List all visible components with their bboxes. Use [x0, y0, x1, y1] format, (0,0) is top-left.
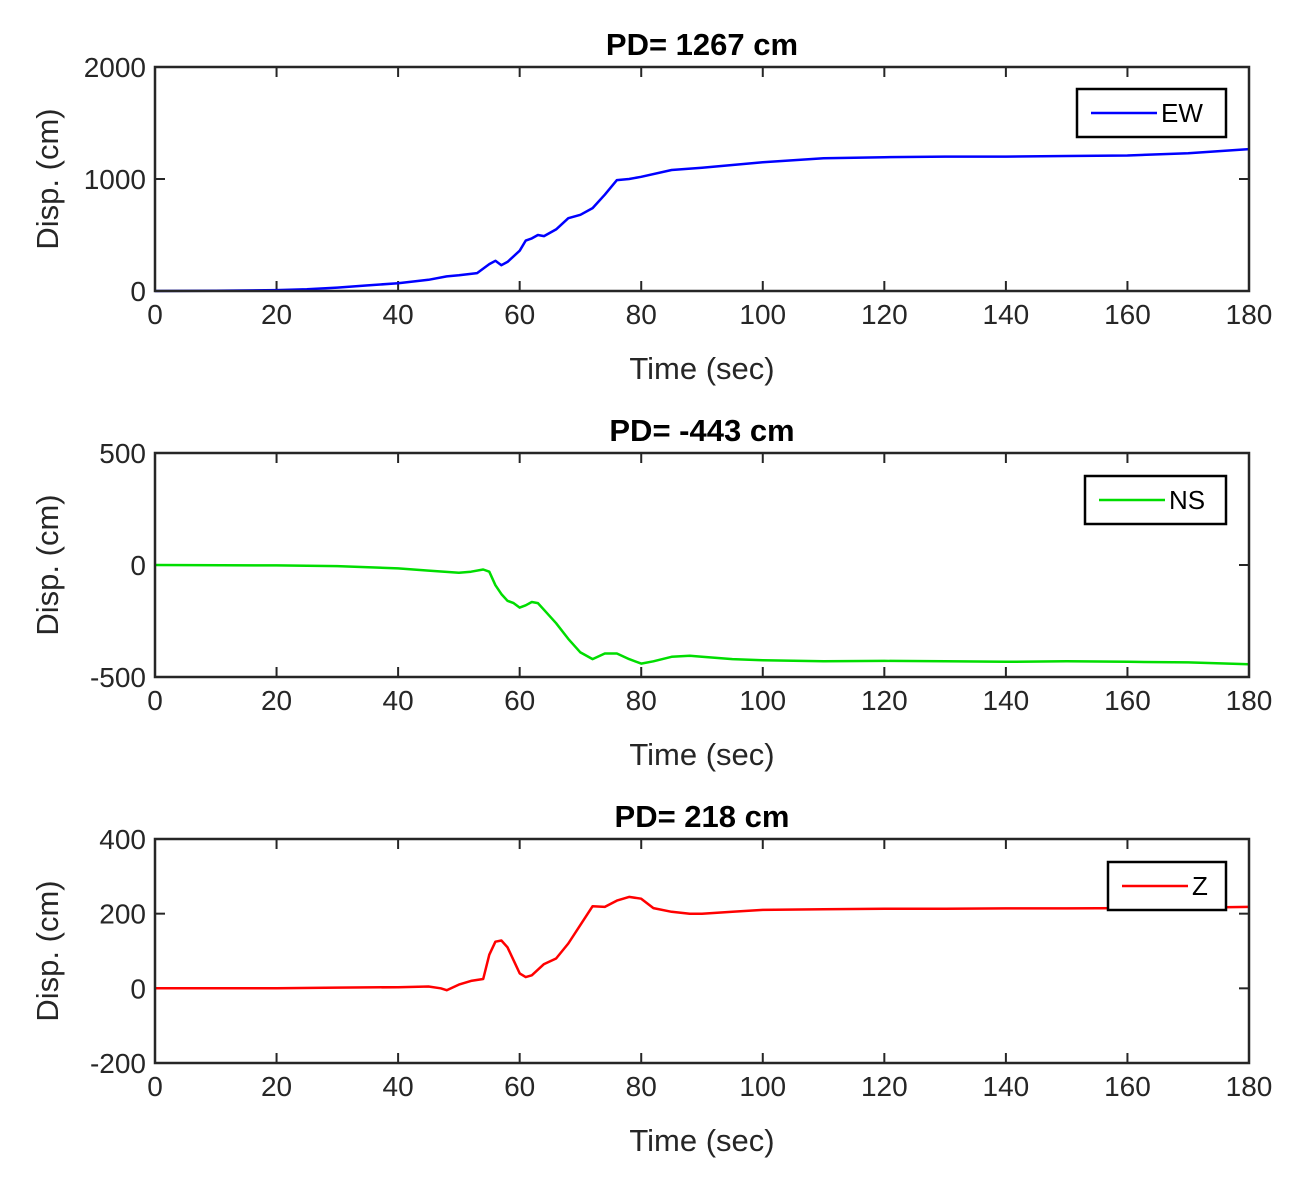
x-tick-label: 80	[626, 685, 657, 716]
x-tick-label: 40	[383, 1071, 414, 1102]
x-tick-label: 120	[861, 685, 908, 716]
x-tick-label: 0	[147, 685, 163, 716]
y-tick-label: 500	[99, 438, 146, 469]
x-axis-label: Time (sec)	[629, 1123, 774, 1158]
x-axis-label: Time (sec)	[629, 737, 774, 772]
x-tick-label: 140	[983, 299, 1030, 330]
x-tick-label: 60	[504, 1071, 535, 1102]
subplot-1: PD= 1267 cm 0 20 40 60 80 100 120 140 160 180 0 1000…	[30, 27, 1272, 386]
plot-area	[155, 839, 1249, 1063]
x-axis-label: Time (sec)	[629, 351, 774, 386]
legend-label: NS	[1169, 485, 1205, 515]
x-tick-label: 20	[261, 1071, 292, 1102]
x-tick-label: 60	[504, 299, 535, 330]
x-tick-label: 180	[1226, 685, 1273, 716]
y-tick-label: 0	[130, 550, 146, 581]
x-tick-label: 160	[1104, 685, 1151, 716]
y-tick-label: -200	[90, 1048, 146, 1079]
x-tick-label: 140	[983, 685, 1030, 716]
y-tick-label: 0	[130, 973, 146, 1004]
x-tick-label: 80	[626, 1071, 657, 1102]
series-line-ew	[154, 147, 1250, 293]
chart-title: PD= -443 cm	[609, 413, 794, 448]
chart-title: PD= 1267 cm	[606, 27, 798, 62]
x-tick-label: 20	[261, 299, 292, 330]
x-tick-label: 160	[1104, 1071, 1151, 1102]
series-line-ns	[154, 563, 1250, 666]
x-tick-label: 0	[147, 299, 163, 330]
x-tick-label: 180	[1226, 299, 1273, 330]
x-tick-label: 100	[739, 685, 786, 716]
subplot-3: PD= 218 cm0 20 40 60 80 100 120 140 160 180-20002…	[30, 799, 1272, 1158]
legend-label: Z	[1192, 871, 1208, 901]
legend: EW	[1075, 87, 1228, 139]
subplot-2: PD= -443 cm0 20 40 60 80 100 120 140 160 180-5000…	[30, 413, 1272, 772]
y-tick-label: 400	[99, 824, 146, 855]
x-tick-label: 20	[261, 685, 292, 716]
x-tick-label: 100	[739, 299, 786, 330]
legend-label: EW	[1161, 98, 1203, 128]
x-tick-label: 40	[383, 685, 414, 716]
axes-box	[153, 451, 1251, 679]
y-tick-label: -500	[90, 662, 146, 693]
x-tick-label: 140	[983, 1071, 1030, 1102]
legend: Z	[1106, 860, 1228, 912]
y-tick-label: 0	[130, 276, 146, 307]
plot-area	[155, 67, 1249, 291]
x-tick-label: 40	[383, 299, 414, 330]
x-tick-label: 80	[626, 299, 657, 330]
x-tick-label: 60	[504, 685, 535, 716]
chart-title: PD= 218 cm	[615, 799, 790, 834]
axes-box	[153, 65, 1251, 293]
axes-box	[153, 837, 1251, 1065]
legend: NS	[1083, 474, 1228, 526]
x-tick-label: 0	[147, 1071, 163, 1102]
y-axis-label: Disp. (cm)	[30, 494, 65, 635]
x-tick-label: 180	[1226, 1071, 1273, 1102]
y-tick-label: 200	[99, 899, 146, 930]
x-tick-label: 100	[739, 1071, 786, 1102]
series-line-z	[155, 895, 1250, 992]
y-tick-label: 1000	[84, 164, 146, 195]
y-axis-label: Disp. (cm)	[30, 880, 65, 1021]
y-axis-label: Disp. (cm)	[30, 108, 65, 249]
x-tick-label: 120	[861, 299, 908, 330]
y-tick-label: 2000	[84, 52, 146, 83]
x-tick-label: 120	[861, 1071, 908, 1102]
x-tick-label: 160	[1104, 299, 1151, 330]
